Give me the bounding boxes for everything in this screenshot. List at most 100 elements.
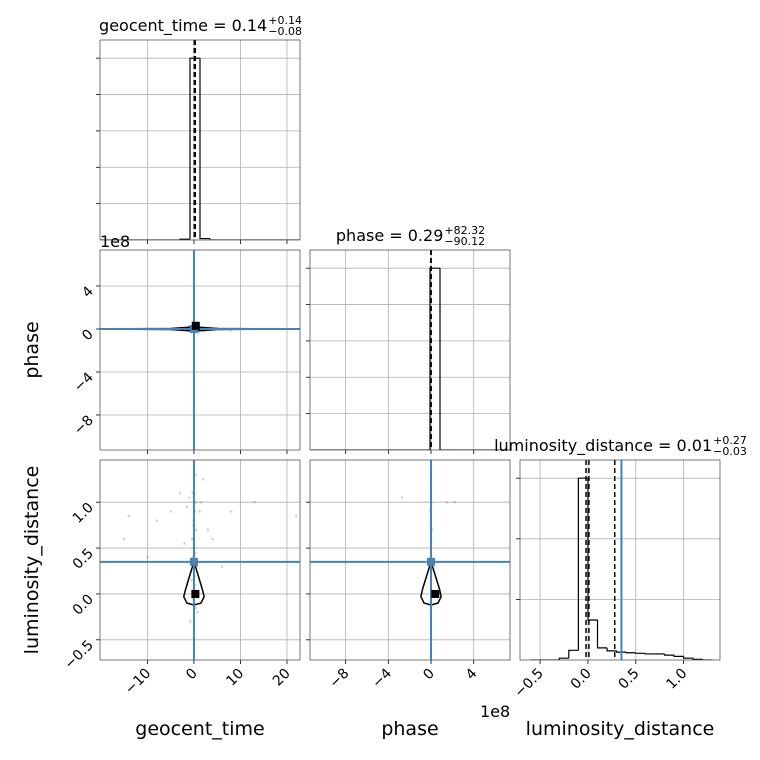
- truth-marker: [427, 557, 436, 566]
- panel: [310, 460, 510, 660]
- panel-frame: [519, 459, 721, 661]
- max-marker: [431, 589, 440, 598]
- sample-point: [188, 620, 192, 623]
- hist-step: [439, 268, 450, 450]
- x-offset: 1e8: [480, 702, 510, 721]
- panel: [100, 250, 300, 450]
- y-tick-label: −0.5: [61, 637, 96, 672]
- title-sub: −0.08: [268, 25, 302, 38]
- sample-point: [211, 537, 214, 541]
- title-sup: +0.27: [713, 434, 747, 447]
- hist-step: [558, 657, 569, 660]
- sample-point: [201, 477, 205, 481]
- x-tick-label: 0: [183, 666, 201, 684]
- hist-step: [616, 650, 627, 653]
- panel-frame: [309, 249, 511, 451]
- x-tick-label: −0.5: [512, 666, 547, 701]
- x-axis-label: phase: [381, 718, 438, 740]
- panel-title: phase = 0.29: [336, 226, 443, 245]
- sample-point: [178, 491, 182, 495]
- hist-step: [209, 238, 220, 240]
- hist-step: [587, 478, 598, 621]
- sample-point: [183, 542, 186, 545]
- max-marker: [191, 321, 200, 330]
- panel: [520, 460, 720, 660]
- max-marker: [191, 589, 200, 598]
- hist-step: [577, 477, 588, 651]
- y-tick-label: 1.0: [70, 500, 97, 527]
- panel: [100, 40, 300, 240]
- hist-step: [673, 655, 684, 657]
- y-tick-label: −8: [71, 412, 97, 438]
- sample-point: [445, 500, 449, 504]
- title-sub: −90.12: [444, 235, 485, 248]
- x-tick-label: −8: [327, 666, 353, 692]
- y-tick-label: 4: [79, 283, 97, 301]
- x-tick-label: 1.0: [663, 666, 690, 693]
- title-sub: −0.03: [713, 445, 747, 458]
- panel-title: geocent_time = 0.14: [99, 16, 267, 36]
- sample-point: [253, 500, 256, 504]
- sample-point: [190, 578, 193, 582]
- sample-point: [122, 537, 126, 541]
- panel-title: luminosity_distance = 0.01: [494, 436, 712, 456]
- sample-point: [197, 331, 200, 335]
- hist-step: [568, 649, 579, 659]
- hist-step: [663, 653, 675, 656]
- y-axis-label: luminosity_distance: [21, 466, 43, 655]
- hist-step: [683, 656, 694, 659]
- title-sup: +0.14: [268, 14, 302, 27]
- sample-point: [188, 496, 191, 499]
- panel-frame: [99, 459, 301, 661]
- sample-point: [196, 610, 199, 614]
- sample-point: [127, 514, 131, 518]
- truth-marker: [189, 557, 198, 566]
- y-tick-label: 0: [79, 327, 97, 345]
- hist-step: [644, 653, 655, 655]
- x-tick-label: 4: [463, 665, 481, 683]
- sample-point: [206, 528, 210, 532]
- y-tick-label: −4: [71, 369, 97, 395]
- sample-point: [169, 510, 172, 513]
- sample-point: [185, 505, 189, 509]
- sample-point: [146, 555, 149, 559]
- sample-point: [229, 510, 233, 513]
- y-tick-label: 0.0: [70, 591, 97, 618]
- hist-step: [596, 620, 608, 649]
- x-tick-label: 0.5: [616, 666, 643, 693]
- hist-step: [429, 267, 440, 450]
- panel: [310, 250, 510, 450]
- y-offset: 1e8: [100, 232, 130, 251]
- hist-step: [199, 58, 210, 240]
- hist-step: [692, 658, 703, 660]
- y-axis-label: phase: [21, 321, 43, 378]
- panel-frame: [309, 459, 511, 661]
- sample-point: [220, 565, 224, 568]
- hist-step: [189, 57, 200, 240]
- sample-point: [194, 606, 198, 610]
- hist-step: [702, 659, 713, 660]
- sample-point: [194, 528, 198, 532]
- sample-point: [155, 519, 159, 522]
- sample-point: [198, 510, 201, 513]
- title-sup: +82.32: [444, 224, 485, 237]
- sample-point: [294, 514, 298, 518]
- panel-frame: [99, 39, 301, 241]
- x-tick-label: 0: [420, 666, 438, 684]
- panel-frame: [99, 249, 301, 451]
- hist-step: [606, 647, 617, 652]
- panel: [100, 460, 300, 660]
- sample-point: [400, 496, 404, 499]
- hist-step: [635, 652, 646, 654]
- x-tick-label: −4: [369, 665, 395, 691]
- sample-point: [194, 500, 198, 504]
- sample-point: [190, 537, 194, 541]
- hist-step: [625, 652, 636, 654]
- sample-point: [199, 500, 203, 504]
- sample-point: [453, 500, 456, 504]
- x-tick-label: 10: [223, 666, 247, 690]
- x-axis-label: luminosity_distance: [526, 718, 715, 740]
- y-tick-label: 0.5: [70, 546, 97, 573]
- x-tick-label: 20: [270, 666, 294, 690]
